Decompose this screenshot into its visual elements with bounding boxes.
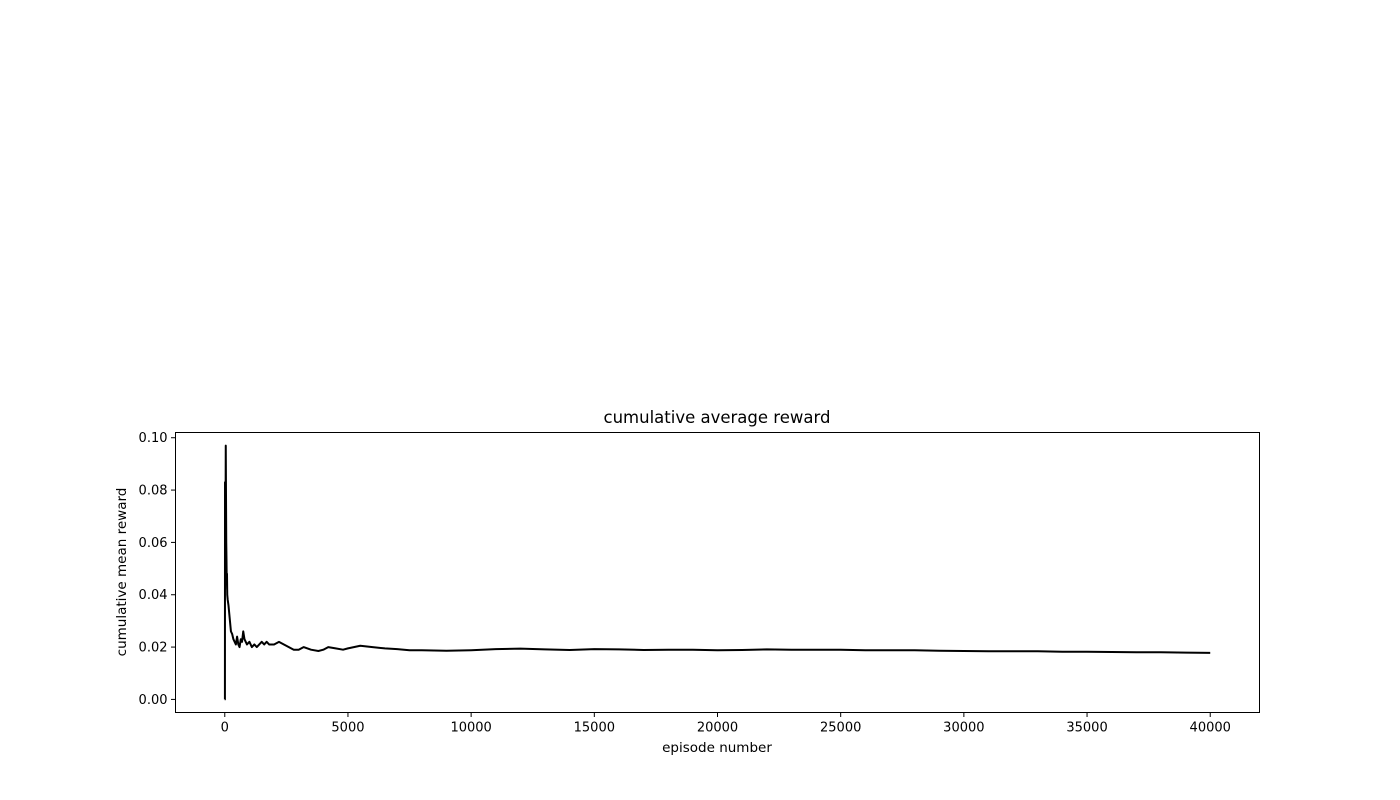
y-tick-label: 0.00 <box>139 693 168 708</box>
y-axis: 0.00 0.02 0.04 0.06 0.08 0.10 <box>139 431 176 708</box>
y-tick-label: 0.06 <box>139 536 168 551</box>
x-tick-label: 30000 <box>943 721 984 736</box>
x-axis-label: episode number <box>662 740 772 756</box>
chart-title: cumulative average reward <box>604 408 831 427</box>
plot-area <box>223 444 1211 701</box>
x-tick-label: 40000 <box>1190 721 1231 736</box>
x-tick-label: 5000 <box>331 721 364 736</box>
x-tick-label: 20000 <box>697 721 738 736</box>
y-axis-label: cumulative mean reward <box>114 488 130 657</box>
x-tick-label: 35000 <box>1066 721 1107 736</box>
x-axis: 0 5000 10000 15000 20000 25000 30000 35000 40000 <box>221 712 1231 736</box>
axes-frame <box>175 432 1260 713</box>
x-tick-label: 10000 <box>450 721 491 736</box>
y-tick-label: 0.10 <box>139 431 168 446</box>
y-tick-label: 0.02 <box>139 641 168 656</box>
x-tick-label: 15000 <box>574 721 615 736</box>
x-tick-label: 0 <box>221 721 229 736</box>
y-tick-label: 0.04 <box>139 588 168 603</box>
x-tick-label: 25000 <box>820 721 861 736</box>
y-tick-label: 0.08 <box>139 484 168 499</box>
series-line-0 <box>223 444 1211 701</box>
